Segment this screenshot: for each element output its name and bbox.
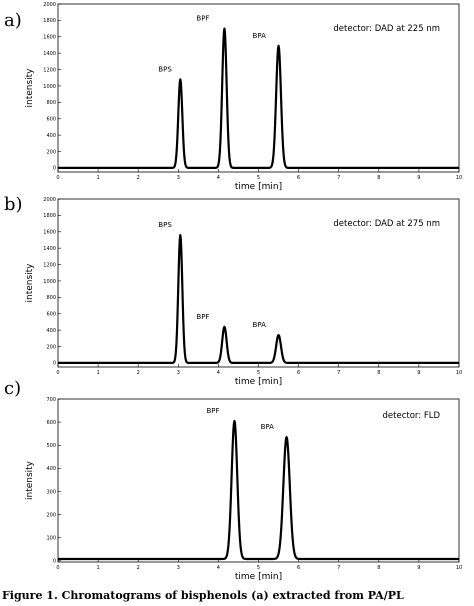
y-tick-label: 1400 <box>43 51 56 57</box>
chromatogram-trace <box>57 419 460 561</box>
y-tick-label: 1800 <box>43 18 56 24</box>
x-tick-label: 10 <box>456 175 462 181</box>
x-tick-label: 5 <box>257 565 260 571</box>
x-tick-label: 0 <box>56 175 59 181</box>
detector-annotation: detector: DAD at 275 nm <box>333 219 440 229</box>
chromatogram-trace <box>57 233 460 364</box>
y-tick-label: 800 <box>46 295 56 301</box>
x-axis-label: time [min] <box>235 182 282 192</box>
plot-frame <box>57 398 460 563</box>
detector-annotation: detector: DAD at 225 nm <box>333 24 440 34</box>
x-tick-label: 3 <box>177 370 180 376</box>
chromatogram-figure: a)0 1 2 3 4 5 6 7 8 9 1002004006008001000120014001… <box>4 2 462 582</box>
x-tick-label: 1 <box>97 370 100 376</box>
x-tick-label: 6 <box>297 565 300 571</box>
y-tick-label: 600 <box>46 312 56 318</box>
y-tick-label: 600 <box>46 117 56 123</box>
x-tick-label: 1 <box>97 175 100 181</box>
y-tick-label: 400 <box>46 133 56 139</box>
x-tick-label: 6 <box>297 370 300 376</box>
peak-label-bpf: BPF <box>196 15 209 23</box>
peak-label-bpa: BPA <box>261 423 275 431</box>
y-tick-label: 0 <box>53 166 56 172</box>
chart-panel-1: a) 0 1 2 3 4 5 6 7 8 9 10 0 200 400 600 800 1000 1200 1400 1… <box>4 2 462 192</box>
figure-caption: Figure 1. Chromatograms of bisphenols (a… <box>2 589 404 602</box>
x-tick-label: 5 <box>257 370 260 376</box>
y-tick-label: 200 <box>46 149 56 155</box>
x-tick-label: 1 <box>97 565 100 571</box>
x-tick-label: 0 <box>56 370 59 376</box>
x-tick-label: 9 <box>417 175 420 181</box>
x-tick-label: 2 <box>137 175 140 181</box>
y-tick-label: 300 <box>46 489 56 495</box>
x-tick-label: 0 <box>56 565 59 571</box>
y-tick-label: 1800 <box>43 213 56 219</box>
y-tick-label: 400 <box>46 466 56 472</box>
x-tick-label: 8 <box>377 175 380 181</box>
x-tick-label: 7 <box>337 175 340 181</box>
y-tick-label: 0 <box>53 559 56 565</box>
peak-label-bpf: BPF <box>206 407 219 415</box>
y-tick-label: 2000 <box>43 2 56 8</box>
x-tick-label: 4 <box>217 175 220 181</box>
chart-panel-2: b) 0 1 2 3 4 5 6 7 8 9 10 0 200 400 600 800 1000 1200 1400 1… <box>4 194 462 387</box>
x-tick-label: 7 <box>337 370 340 376</box>
x-tick-label: 5 <box>257 175 260 181</box>
y-tick-label: 1000 <box>43 84 56 90</box>
peak-label-bps: BPS <box>158 221 172 229</box>
chart-panel-3: c)0 1 2 3 4 5 6 7 8 9 100100200300400500600700time… <box>4 378 462 582</box>
y-tick-label: 1600 <box>43 230 56 236</box>
y-tick-label: 200 <box>46 512 56 518</box>
x-tick-label: 4 <box>217 565 220 571</box>
x-tick-label: 8 <box>377 370 380 376</box>
y-tick-label: 100 <box>46 536 56 542</box>
y-axis-label: intensity <box>25 68 35 108</box>
x-tick-label: 3 <box>177 175 180 181</box>
y-tick-label: 400 <box>46 328 56 334</box>
y-tick-label: 2000 <box>43 197 56 203</box>
y-tick-label: 1000 <box>43 279 56 285</box>
y-tick-label: 1200 <box>43 262 56 268</box>
x-tick-label: 2 <box>137 565 140 571</box>
x-tick-label: 4 <box>217 370 220 376</box>
x-tick-label: 10 <box>456 565 462 571</box>
x-tick-label: 9 <box>417 370 420 376</box>
detector-annotation: detector: FLD <box>383 411 441 421</box>
y-tick-label: 700 <box>46 397 56 403</box>
x-axis-label: time [min] <box>235 377 282 387</box>
y-axis-label: intensity <box>25 263 35 303</box>
x-axis-label: time [min] <box>235 572 282 582</box>
peak-label-bpf: BPF <box>196 313 209 321</box>
y-axis-label: intensity <box>25 460 35 500</box>
panel-label: c) <box>4 378 21 399</box>
x-tick-label: 8 <box>377 565 380 571</box>
peak-label-bpa: BPA <box>253 321 267 329</box>
x-tick-label: 2 <box>137 370 140 376</box>
y-tick-label: 1200 <box>43 67 56 73</box>
panel-label: b) <box>4 194 23 215</box>
x-tick-label: 9 <box>417 565 420 571</box>
x-tick-label: 3 <box>177 565 180 571</box>
x-tick-label: 10 <box>456 370 462 376</box>
x-tick-label: 6 <box>297 175 300 181</box>
chromatogram-trace <box>57 27 460 169</box>
y-tick-label: 200 <box>46 344 56 350</box>
y-tick-label: 1400 <box>43 246 56 252</box>
y-tick-label: 600 <box>46 420 56 426</box>
panel-label: a) <box>4 10 22 31</box>
y-tick-label: 500 <box>46 443 56 449</box>
peak-label-bps: BPS <box>158 65 172 73</box>
peak-label-bpa: BPA <box>253 32 267 40</box>
y-tick-label: 800 <box>46 100 56 106</box>
y-tick-label: 1600 <box>43 35 56 41</box>
x-tick-label: 7 <box>337 565 340 571</box>
y-tick-label: 0 <box>53 361 56 367</box>
